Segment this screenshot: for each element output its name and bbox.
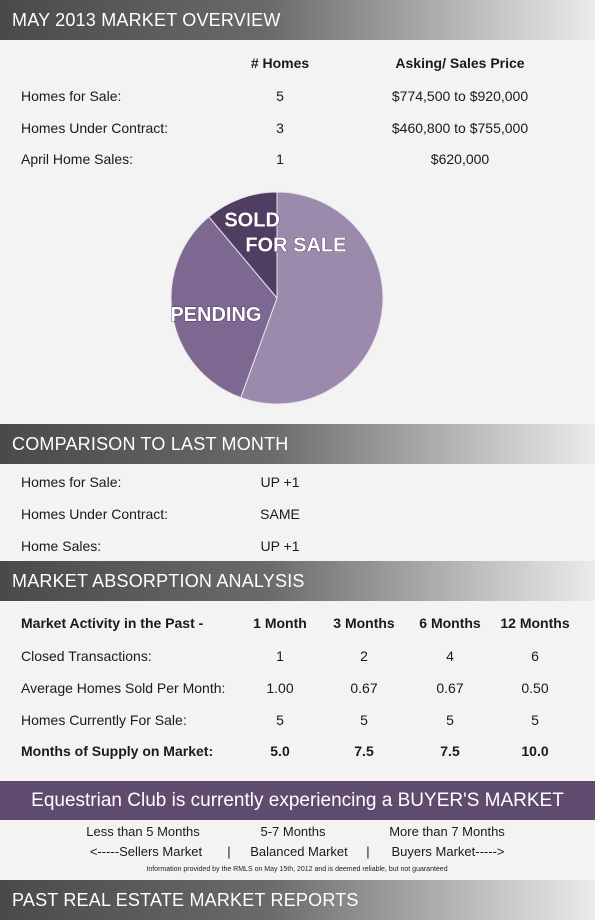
- market-pie-chart: FOR SALE PENDING SOLD: [170, 191, 384, 405]
- market-status-text: Equestrian Club is currently experiencin…: [31, 789, 564, 811]
- legend-buyers-market: Buyers Market----->: [391, 844, 505, 859]
- row-value: UP +1: [260, 538, 300, 554]
- legend-separator: |: [227, 844, 231, 859]
- header-12-months: 12 Months: [500, 615, 570, 631]
- cell-12-months: 0.50: [521, 680, 549, 696]
- cell-3-months: 2: [360, 648, 368, 664]
- legend-more-than-7: More than 7 Months: [389, 824, 505, 839]
- row-value: SAME: [260, 506, 300, 522]
- row-homes: 5: [276, 88, 284, 104]
- comparison-title: COMPARISON TO LAST MONTH: [12, 433, 289, 454]
- market-overview-title: MAY 2013 MARKET OVERVIEW: [12, 9, 281, 30]
- pie-label-sold: SOLD: [224, 210, 280, 232]
- past-reports-title[interactable]: PAST REAL ESTATE MARKET REPORTS: [12, 889, 359, 910]
- header-3-months: 3 Months: [333, 615, 395, 631]
- legend-balanced-market: Balanced Market: [250, 844, 348, 859]
- row-label: Homes Under Contract:: [21, 506, 169, 522]
- disclaimer-text: Information provided by the RMLS on May …: [146, 866, 448, 873]
- row-label: Homes for Sale:: [21, 88, 122, 104]
- header-1-month: 1 Month: [253, 615, 307, 631]
- pie-label-for-sale: FOR SALE: [245, 234, 346, 256]
- legend-less-than-5: Less than 5 Months: [86, 824, 200, 839]
- homes-column-header: # Homes: [250, 55, 310, 71]
- pie-slice-for-sale: [240, 191, 384, 405]
- absorption-header: MARKET ABSORPTION ANALYSIS: [0, 561, 595, 601]
- row-label: Closed Transactions:: [21, 648, 152, 664]
- row-price: $620,000: [430, 151, 490, 167]
- row-homes: 3: [276, 120, 284, 136]
- row-homes: 1: [276, 151, 284, 167]
- cell-12-months: 5: [531, 712, 539, 728]
- cell-1-month: 5: [276, 712, 284, 728]
- comparison-header: COMPARISON TO LAST MONTH: [0, 424, 595, 464]
- row-label: Homes for Sale:: [21, 474, 122, 490]
- price-column-header: Asking/ Sales Price: [395, 55, 525, 71]
- row-label: Homes Under Contract:: [21, 120, 169, 136]
- absorption-title: MARKET ABSORPTION ANALYSIS: [12, 570, 305, 591]
- row-label: Home Sales:: [21, 538, 102, 554]
- header-6-months: 6 Months: [419, 615, 481, 631]
- row-label: April Home Sales:: [21, 151, 134, 167]
- period-header-label: Market Activity in the Past -: [21, 615, 204, 631]
- pie-slice-pending: [170, 216, 278, 399]
- cell-12-months: 6: [531, 648, 539, 664]
- past-reports-header[interactable]: PAST REAL ESTATE MARKET REPORTS: [0, 880, 595, 920]
- row-price: $774,500 to $920,000: [391, 88, 529, 104]
- cell-1-month: 5.0: [270, 743, 290, 759]
- market-legend: Less than 5 Months 5-7 Months More than …: [0, 820, 595, 880]
- cell-6-months: 0.67: [436, 680, 464, 696]
- row-label: Homes Currently For Sale:: [21, 712, 187, 728]
- cell-6-months: 7.5: [440, 743, 460, 759]
- cell-3-months: 5: [360, 712, 368, 728]
- legend-sellers-market: <-----Sellers Market: [89, 844, 203, 859]
- cell-1-month: 1: [276, 648, 284, 664]
- pie-label-pending: PENDING: [170, 304, 261, 326]
- legend-5-7: 5-7 Months: [260, 824, 326, 839]
- row-price: $460,800 to $755,000: [391, 120, 529, 136]
- cell-12-months: 10.0: [521, 743, 549, 759]
- pie-slice-sold: [208, 191, 278, 300]
- cell-3-months: 7.5: [354, 743, 374, 759]
- cell-6-months: 5: [446, 712, 454, 728]
- market-status-banner: Equestrian Club is currently experiencin…: [0, 781, 595, 820]
- cell-1-month: 1.00: [266, 680, 294, 696]
- market-overview-header: MAY 2013 MARKET OVERVIEW: [0, 0, 595, 40]
- row-label: Months of Supply on Market:: [21, 743, 214, 759]
- cell-6-months: 4: [446, 648, 454, 664]
- legend-separator: |: [366, 844, 370, 859]
- cell-3-months: 0.67: [350, 680, 378, 696]
- row-label: Average Homes Sold Per Month:: [21, 680, 226, 696]
- row-value: UP +1: [260, 474, 300, 490]
